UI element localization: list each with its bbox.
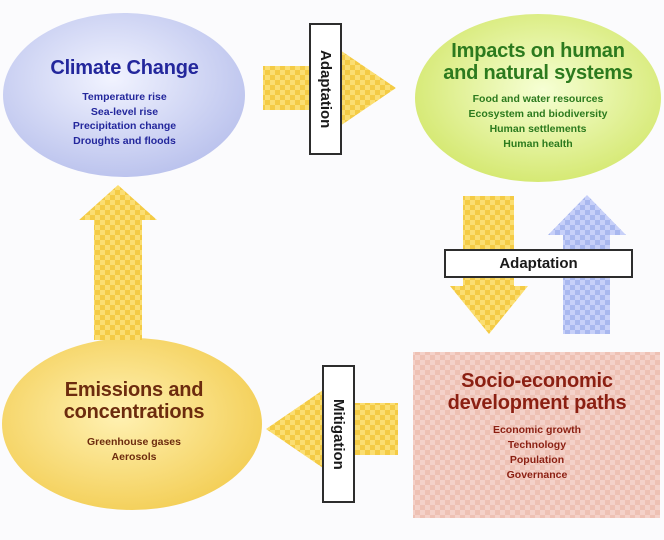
emissions-title-line-2: concentrations — [63, 400, 205, 423]
emissions-node: Emissions and concentrations Greenhouse … — [23, 379, 245, 465]
climate-change-items: Temperature rise Sea-level rise Precipit… — [22, 90, 227, 150]
socio-economic-title: Socio-economic development paths — [419, 370, 655, 414]
impacts-item: Human health — [503, 137, 573, 150]
socio-economic-title-line-2: development paths — [447, 391, 627, 414]
impacts-node: Impacts on human and natural systems Foo… — [414, 40, 662, 152]
climate-change-item: Droughts and floods — [73, 135, 176, 148]
mitigation-label-bottom: Mitigation — [322, 365, 355, 503]
adaptation-label-top: Adaptation — [309, 23, 342, 155]
emissions-title: Emissions and concentrations — [23, 379, 245, 423]
socio-economic-item: Economic growth — [492, 424, 582, 437]
upward-arrow-left — [79, 185, 157, 340]
emissions-items: Greenhouse gases Aerosols — [23, 435, 245, 465]
climate-change-ellipse — [3, 13, 245, 177]
socio-economic-item: Technology — [507, 439, 567, 452]
impacts-item: Ecosystem and biodiversity — [468, 108, 608, 121]
impacts-item: Food and water resources — [472, 93, 604, 106]
socio-economic-item: Governance — [506, 468, 568, 481]
socio-economic-title-line-1: Socio-economic — [461, 370, 613, 392]
socio-economic-item: Population — [509, 454, 565, 466]
climate-change-title: Climate Change — [50, 57, 199, 79]
emissions-title-line-1: Emissions and — [64, 379, 204, 401]
impacts-ellipse — [415, 14, 661, 182]
emissions-item: Aerosols — [111, 451, 157, 464]
climate-change-item: Temperature rise — [82, 90, 167, 103]
adaptation-label-right: Adaptation — [444, 249, 633, 278]
climate-change-item: Sea-level rise — [90, 105, 159, 118]
impacts-items: Food and water resources Ecosystem and b… — [414, 92, 662, 152]
emissions-item: Greenhouse gases — [87, 436, 181, 449]
emissions-ellipse — [2, 338, 262, 510]
impacts-title: Impacts on human and natural systems — [414, 40, 662, 84]
climate-change-item: Precipitation change — [72, 120, 177, 133]
impacts-item: Human settlements — [489, 123, 587, 135]
impacts-title-line-2: and natural systems — [443, 61, 633, 84]
climate-change-node: Climate Change Temperature rise Sea-leve… — [22, 57, 227, 150]
impacts-title-line-1: Impacts on human — [451, 40, 625, 62]
socio-economic-items: Economic growth Technology Population Go… — [419, 423, 655, 483]
socio-economic-node: Socio-economic development paths Economi… — [419, 370, 655, 483]
socio-economic-box — [413, 352, 660, 518]
